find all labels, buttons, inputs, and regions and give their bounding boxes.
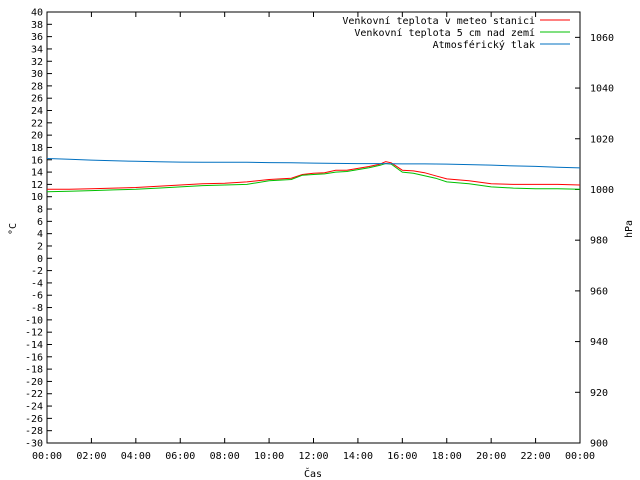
legend-entry-label: Venkovní teplota v meteo stanici — [342, 15, 535, 27]
y-right-tick-label: 1060 — [590, 33, 614, 44]
y-right-tick-label: 1000 — [590, 185, 614, 196]
plot-area — [46, 158, 581, 193]
x-tick-label: 00:00 — [32, 451, 62, 462]
x-tick-label: 22:00 — [521, 451, 551, 462]
y-right-tick-label: 920 — [590, 388, 608, 399]
x-axis-label: Čas — [304, 467, 322, 480]
x-tick-label: 18:00 — [432, 451, 462, 462]
y-right-tick-label: 980 — [590, 236, 608, 247]
y-left-tick-label: -18 — [25, 365, 43, 376]
y-left-tick-label: -4 — [31, 278, 43, 289]
x-tick-label: 06:00 — [165, 451, 195, 462]
y-right-tick-label: 940 — [590, 337, 608, 348]
legend-entry-label: Atmosférický tlak — [433, 39, 535, 51]
y-left-tick-label: -10 — [25, 315, 43, 326]
x-tick-label: 10:00 — [254, 451, 284, 462]
y-left-tick-label: 14 — [31, 168, 43, 179]
y-left-tick-label: -12 — [25, 328, 43, 339]
y-left-tick-label: -6 — [31, 291, 43, 302]
y-left-tick-label: -24 — [25, 402, 43, 413]
y-left-tick-label: -26 — [25, 414, 43, 425]
y-left-tick-label: -2 — [31, 266, 43, 277]
x-tick-label: 14:00 — [343, 451, 373, 462]
y-left-tick-label: -30 — [25, 439, 43, 450]
y-left-tick-label: 12 — [31, 180, 43, 191]
y-right-tick-label: 1020 — [590, 134, 614, 145]
y-left-tick-label: 10 — [31, 192, 43, 203]
y-left-tick-label: 28 — [31, 81, 43, 92]
x-tick-label: 12:00 — [298, 451, 328, 462]
x-tick-label: 04:00 — [121, 451, 151, 462]
y-right-tick-label: 960 — [590, 286, 608, 297]
y-right-tick-label: 900 — [590, 439, 608, 450]
y-left-tick-label: 8 — [37, 205, 43, 216]
axes: 4038363432302826242220181614121086420-2-… — [25, 8, 614, 463]
series-line-1 — [47, 161, 581, 190]
y-left-tick-label: 18 — [31, 143, 43, 154]
y-left-tick-label: -8 — [31, 303, 43, 314]
y-left-tick-label: 4 — [37, 229, 43, 240]
y-axis-label-right: hPa — [624, 220, 635, 238]
legend: Venkovní teplota v meteo staniciVenkovní… — [342, 15, 570, 51]
y-left-tick-label: 32 — [31, 57, 43, 68]
y-left-tick-label: 6 — [37, 217, 43, 228]
x-tick-label: 16:00 — [387, 451, 417, 462]
x-tick-label: 20:00 — [476, 451, 506, 462]
x-tick-label: 08:00 — [210, 451, 240, 462]
y-left-tick-label: 0 — [37, 254, 43, 265]
y-left-tick-label: 26 — [31, 94, 43, 105]
y-left-tick-label: 16 — [31, 155, 43, 166]
plot-border — [46, 11, 581, 444]
y-left-tick-label: -16 — [25, 352, 43, 363]
series-line-2 — [46, 162, 581, 193]
y-left-tick-label: 34 — [31, 44, 43, 55]
y-left-tick-label: -14 — [25, 340, 43, 351]
y-left-tick-label: 30 — [31, 69, 43, 80]
y-left-tick-label: 2 — [37, 241, 43, 252]
y-left-tick-label: 36 — [31, 32, 43, 43]
y-left-tick-label: 40 — [31, 8, 43, 19]
y-left-tick-label: -28 — [25, 426, 43, 437]
y-right-tick-label: 1040 — [590, 84, 614, 95]
y-left-tick-label: 20 — [31, 131, 43, 142]
y-left-tick-label: 38 — [31, 20, 43, 31]
x-tick-label: 02:00 — [76, 451, 106, 462]
x-tick-label: 00:00 — [565, 451, 595, 462]
y-left-tick-label: 24 — [31, 106, 43, 117]
legend-entry-label: Venkovní teplota 5 cm nad zemí — [354, 27, 535, 39]
series-line-3 — [46, 158, 581, 169]
y-left-tick-label: 22 — [31, 118, 43, 129]
y-axis-label-left: °C — [8, 223, 19, 235]
y-left-tick-label: -20 — [25, 377, 43, 388]
y-left-tick-label: -22 — [25, 389, 43, 400]
